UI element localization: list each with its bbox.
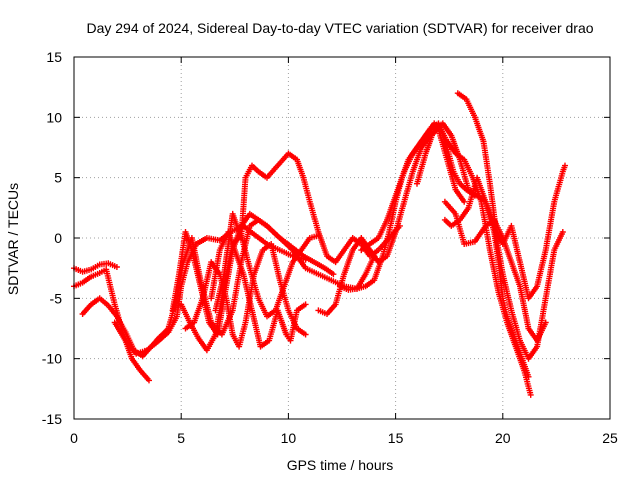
series-arc-9 bbox=[208, 229, 309, 350]
series-arc-12 bbox=[336, 120, 478, 293]
series-markers bbox=[79, 295, 172, 360]
x-tick-label: 20 bbox=[495, 430, 511, 446]
series-arc-10 bbox=[212, 150, 403, 314]
x-tick-label: 15 bbox=[388, 430, 404, 446]
series-markers bbox=[454, 90, 568, 302]
y-tick-label: -10 bbox=[42, 351, 62, 367]
series-arc-2 bbox=[71, 266, 152, 384]
x-tick-label: 25 bbox=[602, 430, 618, 446]
series-arc-16 bbox=[454, 90, 568, 302]
y-tick-label: -15 bbox=[42, 411, 62, 427]
series-markers bbox=[212, 150, 403, 314]
data-series bbox=[71, 90, 568, 398]
series-markers bbox=[71, 266, 152, 384]
x-tick-label: 0 bbox=[70, 430, 78, 446]
y-axis-label: SDTVAR / TECUs bbox=[5, 183, 21, 295]
grid-lines bbox=[74, 57, 610, 419]
series-arc-17 bbox=[441, 198, 549, 344]
y-tick-label: 0 bbox=[54, 230, 62, 246]
x-tick-label: 10 bbox=[281, 430, 297, 446]
y-tick-label: 15 bbox=[46, 49, 62, 65]
y-tick-label: 5 bbox=[54, 170, 62, 186]
y-tick-label: -5 bbox=[50, 290, 63, 306]
chart-title: Day 294 of 2024, Sidereal Day-to-day VTE… bbox=[86, 20, 593, 36]
series-markers bbox=[208, 229, 309, 350]
y-tick-label: 10 bbox=[46, 109, 62, 125]
axis-ticks: 0 5 10 15 20 25 -15 -10 -5 0 5 10 15 bbox=[42, 49, 618, 446]
series-markers bbox=[441, 198, 549, 344]
x-tick-label: 5 bbox=[177, 430, 185, 446]
x-axis-label: GPS time / hours bbox=[287, 457, 394, 473]
series-markers bbox=[336, 120, 478, 293]
series-arc-3 bbox=[79, 295, 172, 360]
